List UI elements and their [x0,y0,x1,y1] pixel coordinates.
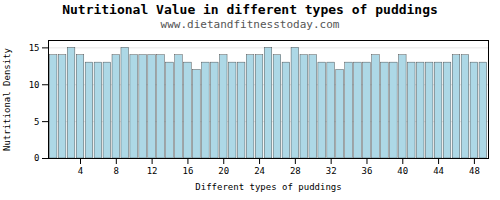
svg-text:24: 24 [254,166,265,176]
html-text:www.dietandfitnesstoday.com: www.dietandfitnesstoday.com [160,18,340,31]
svg-text:10: 10 [29,80,40,90]
svg-text:5: 5 [34,117,39,127]
svg-text:Different types of puddings: Different types of puddings [195,182,341,192]
svg-text:12: 12 [147,166,158,176]
svg-text:0: 0 [34,153,39,163]
svg-text:8: 8 [114,166,119,176]
svg-text:Nutritional Density: Nutritional Density [2,47,12,151]
svg-text:48: 48 [469,166,480,176]
html-text:Nutritional Value in different: Nutritional Value in different types of … [62,2,438,17]
svg-text:32: 32 [326,166,337,176]
svg-text:16: 16 [183,166,194,176]
svg-text:44: 44 [433,166,444,176]
svg-text:40: 40 [397,166,408,176]
svg-text:20: 20 [218,166,229,176]
svg-text:15: 15 [29,43,40,53]
svg-text:36: 36 [362,166,373,176]
svg-text:28: 28 [290,166,301,176]
svg-text:4: 4 [78,166,83,176]
